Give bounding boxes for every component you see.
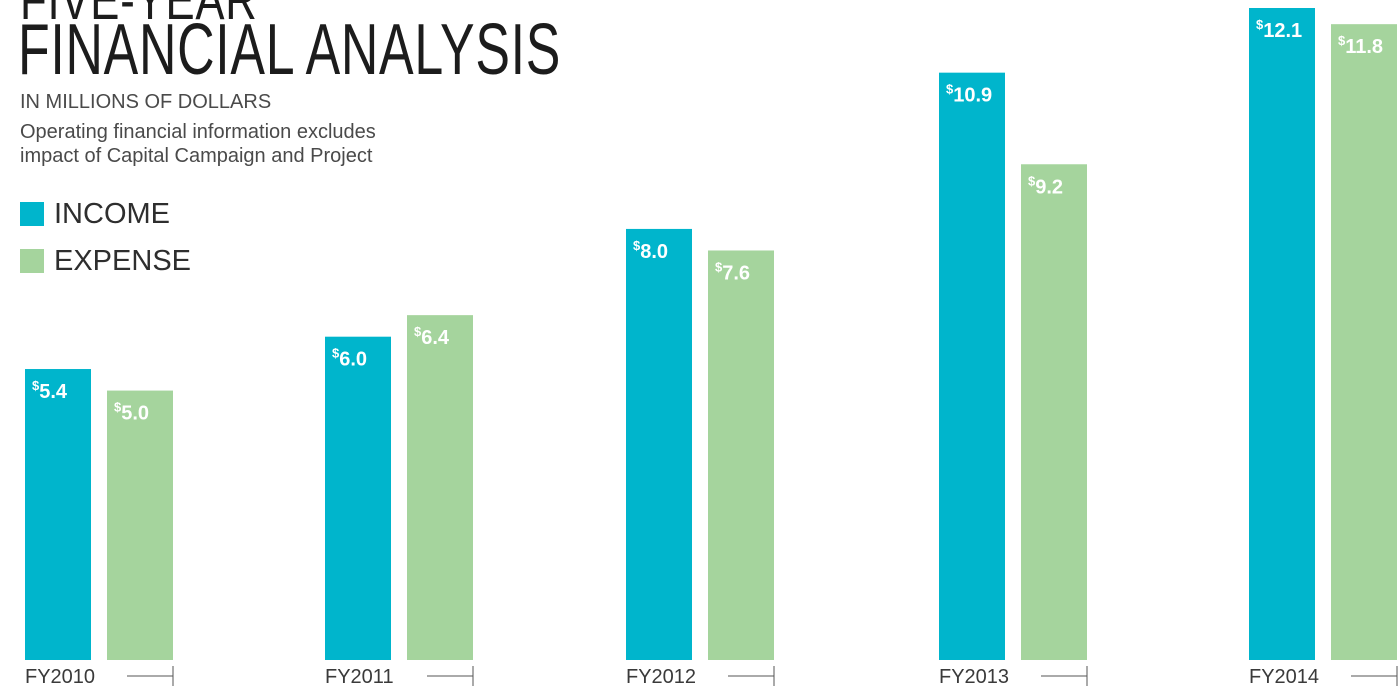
legend-label-income: INCOME — [54, 197, 170, 230]
expense-value-label-fy2011: $6.4 — [414, 324, 450, 349]
legend-swatch-expense — [20, 249, 44, 273]
expense-bar-fy2012 — [708, 250, 774, 660]
x-tick-label-fy2011: FY2011 — [325, 666, 394, 688]
x-tick-label-fy2013: FY2013 — [939, 666, 1009, 688]
income-value-label-fy2013: $10.9 — [946, 82, 992, 107]
expense-value-label-fy2013: $9.2 — [1028, 173, 1063, 198]
chart-units-subtitle: IN MILLIONS OF DOLLARS — [20, 91, 272, 113]
expense-bar-fy2014 — [1331, 24, 1397, 661]
income-value-label-fy2011: $6.0 — [332, 346, 367, 371]
expense-bar-fy2010 — [107, 390, 173, 660]
income-bar-fy2010 — [25, 369, 91, 660]
legend-swatch-income — [20, 202, 44, 226]
income-bar-fy2012 — [626, 228, 692, 661]
chart-note-line-2: impact of Capital Campaign and Project — [20, 145, 373, 167]
legend-item-expense: EXPENSE — [20, 245, 191, 277]
income-bar-fy2014 — [1249, 8, 1315, 660]
legend-item-income: INCOME — [20, 198, 170, 230]
expense-value-label-fy2014: $11.8 — [1338, 33, 1383, 58]
income-value-label-fy2010: $5.4 — [32, 378, 68, 403]
expense-value-label-fy2010: $5.0 — [114, 400, 149, 425]
expense-bar-fy2011 — [407, 315, 473, 660]
chart-title: FINANCIAL ANALYSIS — [18, 10, 562, 90]
expense-bar-fy2013 — [1021, 164, 1087, 660]
chart-title-top: FIVE-YEAR — [20, 0, 258, 28]
income-bar-fy2011 — [325, 336, 391, 660]
expense-value-label-fy2012: $7.6 — [715, 259, 750, 284]
x-tick-label-fy2010: FY2010 — [25, 666, 95, 688]
chart-note-line-1: Operating financial information excludes — [20, 121, 376, 143]
income-value-label-fy2014: $12.1 — [1256, 17, 1302, 42]
income-value-label-fy2012: $8.0 — [633, 238, 668, 263]
x-tick-label-fy2012: FY2012 — [626, 666, 696, 688]
legend-label-expense: EXPENSE — [54, 244, 191, 277]
x-tick-label-fy2014: FY2014 — [1249, 666, 1319, 688]
income-bar-fy2013 — [939, 72, 1005, 661]
